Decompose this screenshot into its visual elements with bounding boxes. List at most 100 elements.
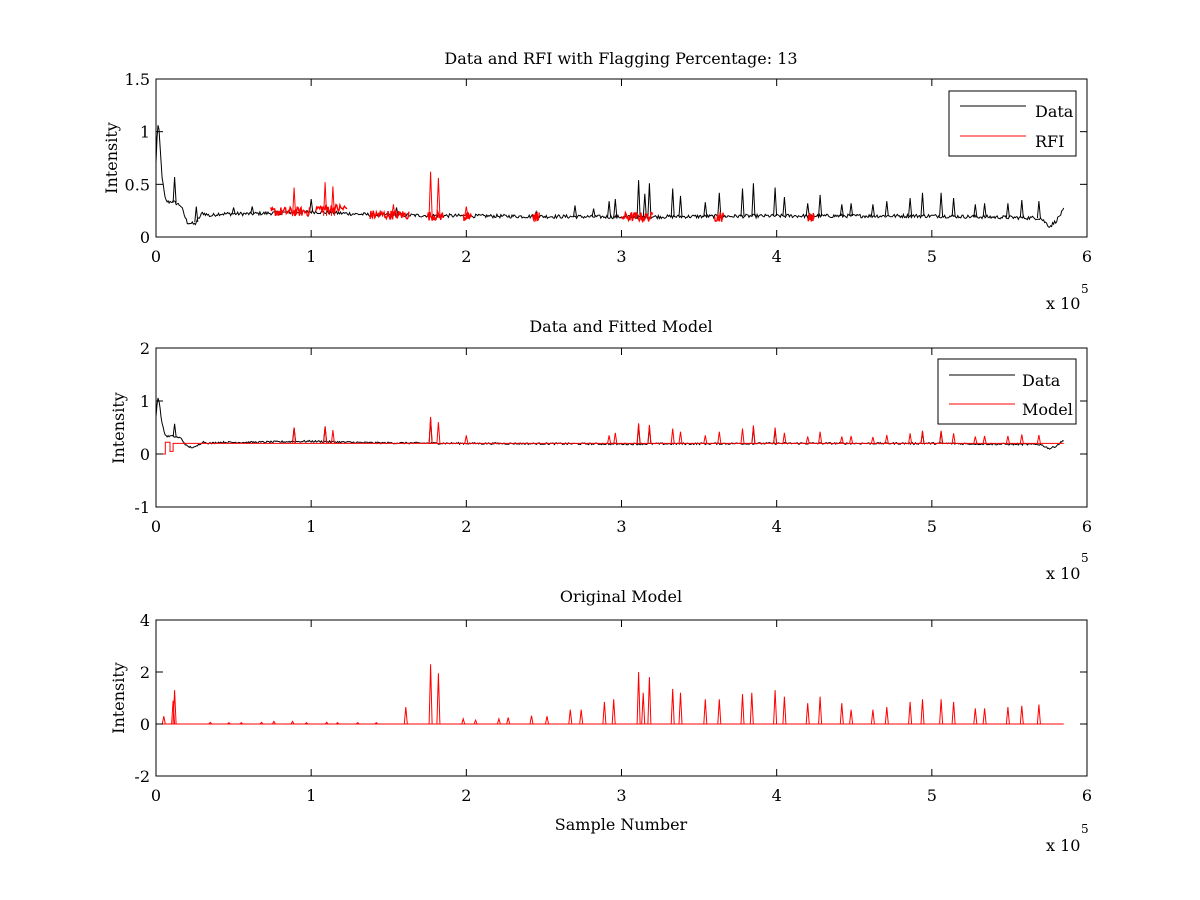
series-spike-model — [908, 701, 913, 725]
series-spike-model — [678, 431, 683, 444]
series-spike-model — [161, 716, 166, 725]
series-spike-model — [172, 690, 177, 725]
series-segment-rfi — [369, 209, 410, 221]
series-spike-model — [436, 673, 441, 725]
series-spike-model — [870, 436, 875, 444]
series-spike-data — [920, 192, 925, 216]
panel-original-model-data-layer — [156, 664, 1064, 725]
series-spike-model — [259, 721, 264, 725]
series-spike-data — [642, 193, 647, 217]
panel-rfi: Data and RFI with Flagging Percentage: 1… — [102, 49, 1092, 313]
series-spike-model — [884, 434, 889, 444]
series-segment-rfi — [462, 211, 472, 222]
panel-original-model-xlabel: Sample Number — [555, 815, 688, 834]
x-tick-label: 2 — [461, 786, 471, 805]
panel-rfi-x-multiplier: x 10 — [1046, 294, 1080, 313]
series-segment-rfi — [426, 209, 444, 222]
series-spike-model — [849, 709, 854, 725]
y-tick-label: -2 — [134, 767, 150, 786]
legend-label-data: Data — [1022, 371, 1061, 390]
series-spike-rfi — [436, 177, 441, 216]
series-spike-model — [818, 431, 823, 444]
panel-model-fit-legend: Data Model — [937, 358, 1077, 425]
legend-label-rfi: RFI — [1035, 132, 1064, 151]
series-spike-model — [678, 692, 683, 725]
series-segment-rfi — [620, 210, 654, 224]
series-spike-model — [374, 722, 379, 725]
series-spike-data — [951, 197, 956, 217]
series-spike-model — [428, 664, 433, 725]
series-spike-data — [591, 208, 596, 217]
y-tick-label: 1 — [140, 123, 150, 142]
series-segment-rfi — [315, 202, 348, 215]
x-tick-label: 5 — [927, 247, 937, 266]
panel-original-model-x-multiplier: x 10 — [1046, 836, 1080, 855]
series-spike-data — [573, 205, 577, 217]
series-spike-rfi — [428, 171, 433, 216]
series-spike-data — [908, 197, 913, 216]
series-spike-model — [611, 699, 616, 725]
series-spike-model — [545, 716, 549, 725]
series-spike-rfi — [391, 204, 396, 216]
series-spike-model — [239, 722, 244, 725]
series-segment-rfi — [807, 212, 815, 223]
series-spike-rfi — [323, 182, 328, 216]
panel-rfi-legend: Data RFI — [948, 90, 1077, 157]
series-spike-model — [908, 433, 913, 444]
series-spike-data — [670, 188, 675, 217]
y-tick-label: 4 — [140, 611, 150, 630]
series-spike-model — [740, 694, 745, 725]
panel-model-fit-legend-box — [937, 358, 1077, 425]
series-spike-model — [1036, 704, 1041, 725]
x-tick-label: 1 — [306, 247, 316, 266]
y-tick-label: -1 — [134, 498, 150, 517]
series-spike-data — [231, 207, 236, 214]
x-tick-label: 5 — [927, 517, 937, 536]
series-spike-data — [751, 183, 756, 217]
x-tick-label: 0 — [151, 517, 161, 536]
y-tick-label: 1.5 — [125, 70, 150, 89]
panel-original-model-ylabel: Intensity — [109, 662, 128, 734]
series-spike-model — [805, 703, 810, 725]
series-spike-model — [271, 720, 276, 725]
x-tick-label: 2 — [461, 247, 471, 266]
panel-model-fit-plot-frame — [155, 347, 1088, 508]
series-spike-model — [355, 722, 360, 725]
series-spike-model — [290, 720, 295, 725]
series-spike-data — [782, 196, 787, 216]
series-spike-model — [839, 436, 844, 444]
panel-original-model-x-exponent: 5 — [1081, 822, 1089, 836]
panel-original-model-plot-frame — [155, 619, 1088, 777]
series-spike-model — [1005, 435, 1010, 444]
series-spike-model — [939, 699, 944, 725]
series-spike-data — [636, 180, 641, 217]
series-spike-model — [579, 709, 584, 725]
series-spike-model — [773, 427, 778, 444]
series-spike-model — [461, 716, 466, 725]
series-spike-model — [805, 436, 810, 444]
series-spike-data — [194, 206, 199, 223]
x-tick-label: 6 — [1082, 247, 1092, 266]
x-tick-label: 6 — [1082, 786, 1092, 805]
series-spike-model — [496, 716, 501, 725]
y-tick-label: 0.5 — [125, 175, 150, 194]
series-spike-model — [717, 431, 722, 444]
series-spike-model — [436, 422, 441, 444]
x-tick-label: 3 — [616, 517, 626, 536]
x-tick-label: 4 — [772, 786, 782, 805]
series-spike-model — [292, 427, 297, 444]
series-spike-model — [951, 433, 956, 444]
series-spike-data — [740, 188, 745, 217]
series-spike-data — [939, 192, 944, 217]
series-spike-model — [641, 692, 646, 725]
series-spike-model — [464, 435, 469, 444]
x-tick-label: 6 — [1082, 517, 1092, 536]
series-spike-data — [884, 201, 889, 216]
series-line-model — [156, 441, 1064, 455]
series-spike-model — [1036, 434, 1041, 444]
series-spike-model — [529, 715, 534, 725]
